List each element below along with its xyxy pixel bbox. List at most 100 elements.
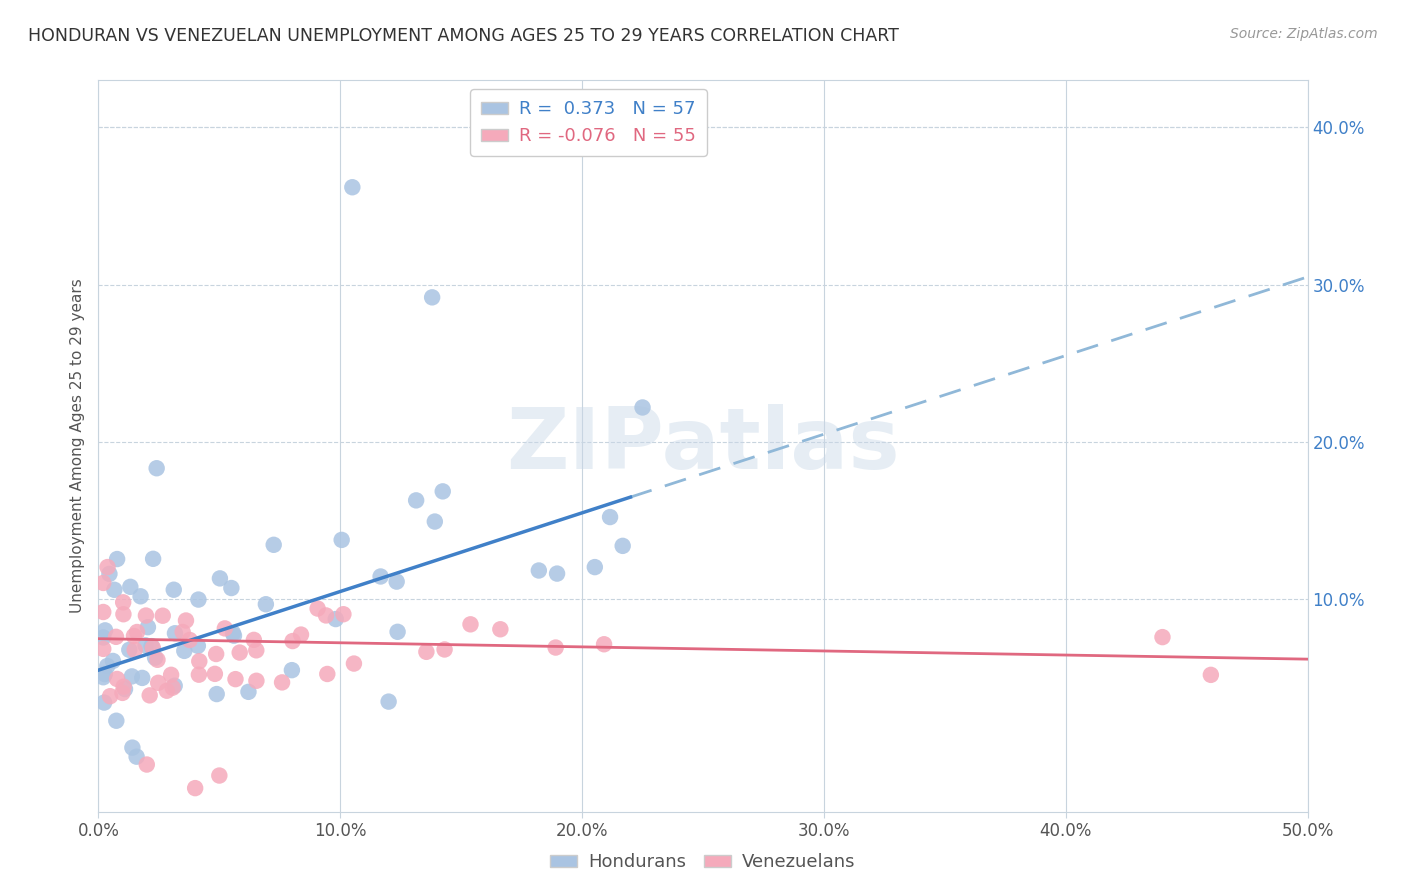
- Point: [387, 624, 409, 639]
- Point: [105, 630, 128, 644]
- Point: [214, 621, 236, 635]
- Point: [205, 687, 228, 701]
- Point: [415, 645, 437, 659]
- Point: [91, 605, 114, 619]
- Point: [316, 667, 339, 681]
- Point: [1152, 630, 1174, 644]
- Point: [136, 620, 159, 634]
- Point: [330, 533, 353, 547]
- Point: [423, 515, 446, 529]
- Point: [124, 643, 146, 657]
- Point: [94, 667, 117, 681]
- Point: [245, 673, 267, 688]
- Point: [315, 608, 337, 623]
- Point: [343, 657, 366, 671]
- Point: [405, 493, 427, 508]
- Point: [205, 647, 228, 661]
- Point: [111, 686, 134, 700]
- Point: [120, 580, 142, 594]
- Point: [583, 560, 606, 574]
- Point: [238, 685, 260, 699]
- Point: [145, 461, 167, 475]
- Point: [224, 672, 246, 686]
- Point: [263, 538, 285, 552]
- Point: [142, 640, 165, 655]
- Point: [433, 642, 456, 657]
- Point: [146, 653, 169, 667]
- Point: [208, 768, 231, 782]
- Point: [105, 552, 128, 566]
- Point: [94, 624, 117, 638]
- Point: [125, 749, 148, 764]
- Point: [460, 617, 482, 632]
- Point: [114, 681, 136, 696]
- Point: [91, 670, 114, 684]
- Point: [370, 569, 392, 583]
- Point: [112, 595, 135, 609]
- Point: [222, 629, 245, 643]
- Point: [96, 560, 118, 574]
- Point: [420, 290, 443, 304]
- Point: [342, 180, 364, 194]
- Point: [184, 781, 207, 796]
- Point: [489, 622, 512, 636]
- Text: Source: ZipAtlas.com: Source: ZipAtlas.com: [1230, 27, 1378, 41]
- Text: ZIPatlas: ZIPatlas: [506, 404, 900, 488]
- Point: [546, 566, 568, 581]
- Legend: R =  0.373   N = 57, R = -0.076   N = 55: R = 0.373 N = 57, R = -0.076 N = 55: [470, 89, 707, 156]
- Point: [174, 614, 197, 628]
- Point: [152, 608, 174, 623]
- Point: [173, 644, 195, 658]
- Point: [208, 571, 231, 585]
- Point: [118, 642, 141, 657]
- Point: [112, 680, 135, 694]
- Point: [221, 581, 243, 595]
- Point: [156, 683, 179, 698]
- Point: [432, 484, 454, 499]
- Point: [141, 639, 163, 653]
- Point: [204, 666, 226, 681]
- Point: [307, 601, 329, 615]
- Point: [163, 679, 186, 693]
- Point: [103, 582, 125, 597]
- Point: [245, 643, 267, 657]
- Point: [148, 675, 170, 690]
- Point: [138, 689, 160, 703]
- Point: [105, 714, 128, 728]
- Point: [163, 582, 186, 597]
- Point: [222, 626, 245, 640]
- Point: [228, 646, 250, 660]
- Point: [122, 629, 145, 643]
- Point: [385, 574, 408, 589]
- Point: [544, 640, 567, 655]
- Point: [631, 401, 654, 415]
- Point: [599, 510, 621, 524]
- Text: HONDURAN VS VENEZUELAN UNEMPLOYMENT AMONG AGES 25 TO 29 YEARS CORRELATION CHART: HONDURAN VS VENEZUELAN UNEMPLOYMENT AMON…: [28, 27, 898, 45]
- Point: [129, 589, 152, 603]
- Point: [160, 668, 183, 682]
- Point: [172, 624, 194, 639]
- Point: [290, 627, 312, 641]
- Point: [243, 632, 266, 647]
- Point: [163, 626, 186, 640]
- Point: [281, 634, 304, 648]
- Point: [91, 631, 114, 645]
- Point: [131, 671, 153, 685]
- Point: [143, 650, 166, 665]
- Point: [162, 681, 184, 695]
- Point: [135, 638, 157, 652]
- Point: [527, 564, 550, 578]
- Point: [96, 659, 118, 673]
- Point: [101, 654, 124, 668]
- Point: [105, 672, 128, 686]
- Point: [271, 675, 294, 690]
- Point: [187, 592, 209, 607]
- Point: [281, 663, 304, 677]
- Point: [254, 597, 277, 611]
- Point: [135, 608, 157, 623]
- Point: [1199, 668, 1222, 682]
- Point: [593, 637, 616, 651]
- Point: [187, 639, 209, 653]
- Point: [98, 566, 121, 581]
- Point: [188, 654, 211, 668]
